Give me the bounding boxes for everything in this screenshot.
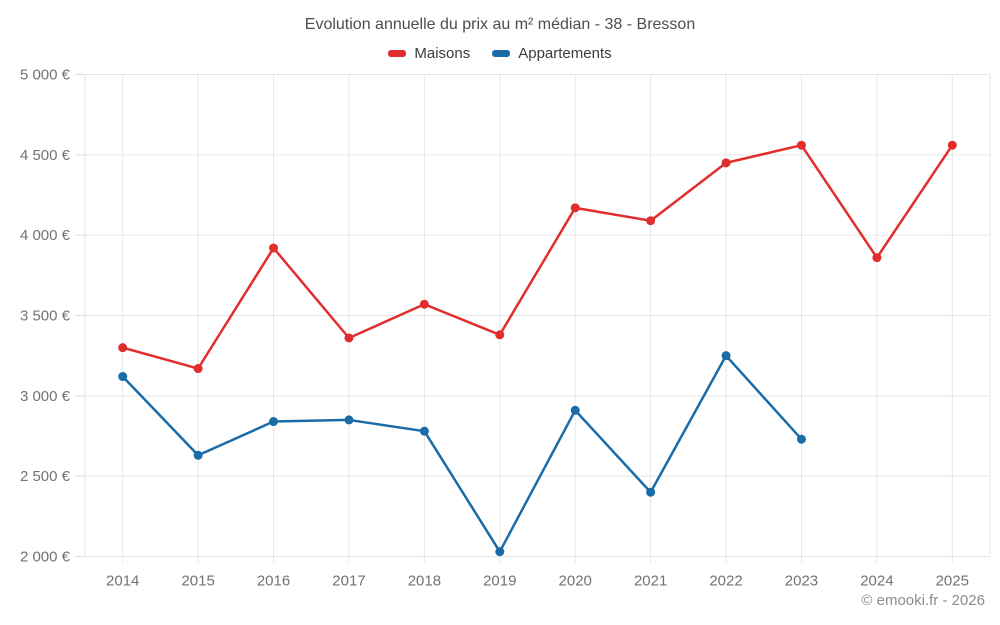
data-point-maisons[interactable] [796, 140, 806, 150]
legend: Maisons Appartements [0, 45, 1000, 62]
footer-credit: © emooki.fr - 2026 [861, 592, 985, 609]
x-axis-label: 2020 [559, 573, 592, 590]
data-point-maisons[interactable] [872, 253, 882, 263]
data-point-appartements[interactable] [796, 434, 806, 444]
data-point-appartements[interactable] [419, 426, 429, 436]
data-point-maisons[interactable] [269, 243, 279, 253]
data-point-maisons[interactable] [419, 299, 429, 309]
series-line-appartements[interactable] [121, 354, 803, 553]
y-axis-label: 5 000 € [20, 67, 71, 84]
data-point-appartements[interactable] [193, 450, 203, 460]
x-axis-label: 2018 [408, 573, 441, 590]
data-point-maisons[interactable] [118, 343, 128, 353]
data-point-maisons[interactable] [193, 364, 203, 374]
data-point-maisons[interactable] [495, 330, 505, 340]
series-line-maisons[interactable] [121, 143, 954, 370]
data-point-maisons[interactable] [947, 140, 957, 150]
x-axis-label: 2024 [860, 573, 893, 590]
data-point-appartements[interactable] [570, 405, 580, 415]
data-point-appartements[interactable] [344, 415, 354, 425]
data-point-maisons[interactable] [344, 333, 354, 343]
data-point-appartements[interactable] [495, 547, 505, 557]
y-axis-label: 3 000 € [20, 388, 71, 405]
y-axis-label: 2 000 € [20, 549, 71, 566]
y-axis-label: 3 500 € [20, 308, 71, 325]
y-axis-label: 4 000 € [20, 227, 71, 244]
appartements-swatch-icon [492, 50, 511, 57]
data-point-maisons[interactable] [570, 203, 580, 213]
legend-item-maisons[interactable]: Maisons [388, 45, 470, 62]
x-axis-label: 2025 [936, 573, 969, 590]
maisons-swatch-icon [388, 50, 407, 57]
x-axis-label: 2021 [634, 573, 667, 590]
y-axis-label: 2 500 € [20, 468, 71, 485]
data-point-appartements[interactable] [118, 372, 128, 382]
x-axis-label: 2017 [332, 573, 365, 590]
x-axis-label: 2019 [483, 573, 516, 590]
legend-label-maisons: Maisons [414, 45, 471, 62]
x-axis-label: 2022 [709, 573, 742, 590]
x-axis-label: 2015 [181, 573, 214, 590]
legend-label-appartements: Appartements [518, 45, 612, 62]
data-point-appartements[interactable] [269, 417, 279, 427]
data-point-appartements[interactable] [646, 487, 656, 497]
chart-title: Evolution annuelle du prix au m² médian … [304, 16, 696, 33]
data-point-maisons[interactable] [646, 216, 656, 226]
x-axis-label: 2014 [106, 573, 139, 590]
legend-item-appartements[interactable]: Appartements [492, 45, 612, 62]
y-axis-label: 4 500 € [20, 147, 71, 164]
data-point-maisons[interactable] [721, 158, 731, 168]
data-point-appartements[interactable] [721, 351, 731, 361]
x-axis-label: 2023 [785, 573, 818, 590]
x-axis-label: 2016 [257, 573, 290, 590]
